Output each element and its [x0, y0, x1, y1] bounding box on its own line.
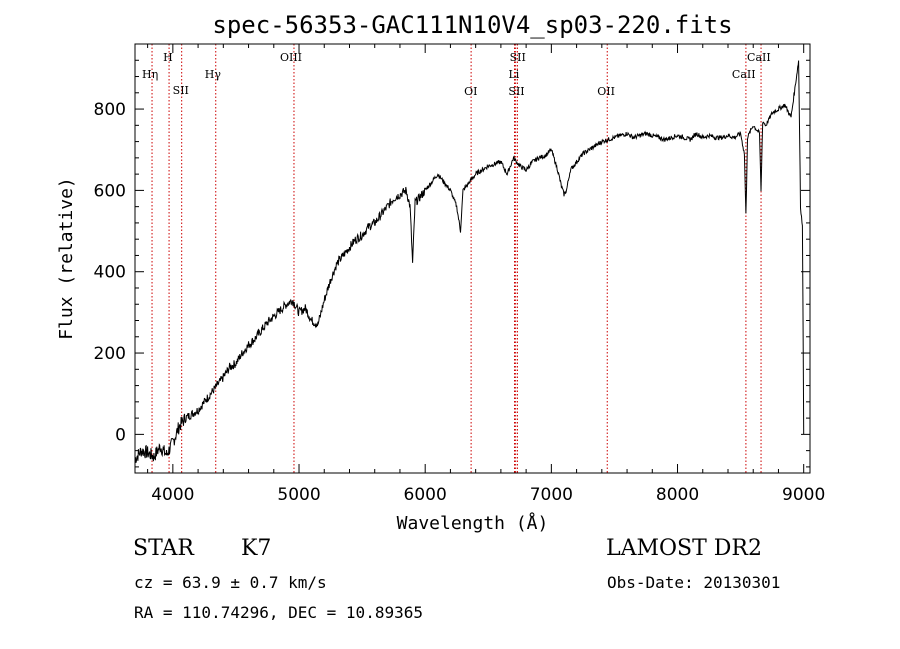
plot-frame — [134, 43, 811, 474]
x-tick-label: 7000 — [530, 485, 573, 505]
spectral-line-label: Hγ — [205, 68, 222, 81]
x-tick-label: 8000 — [656, 485, 699, 505]
spectral-line-label: CaII — [732, 68, 756, 81]
spectral-line-label: OII — [597, 85, 615, 98]
coordinates-label: RA = 110.74296, DEC = 10.89365 — [134, 603, 423, 622]
subclass-label: K7 — [241, 536, 272, 561]
y-tick-label: 0 — [115, 425, 126, 445]
y-axis-label: Flux (relative) — [56, 177, 77, 340]
spectral-line-label: OI — [464, 85, 477, 98]
x-tick-label: 9000 — [782, 485, 825, 505]
y-tick-label: 400 — [94, 263, 126, 283]
y-tick-label: 800 — [94, 100, 126, 120]
spectral-line-label: CaII — [747, 51, 771, 64]
spectrum-series-line — [134, 60, 805, 463]
y-tick-label: 200 — [94, 344, 126, 364]
redshift-label: cz = 63.9 ± 0.7 km/s — [134, 573, 327, 592]
y-tick-label: 600 — [94, 181, 126, 201]
survey-label: LAMOST DR2 — [606, 536, 762, 561]
chart-title: spec-56353-GAC111N10V4_sp03-220.fits — [212, 11, 732, 39]
spectral-line-label: Li — [509, 68, 520, 81]
object-class-label: STAR — [133, 536, 194, 561]
x-tick-label: 5000 — [277, 485, 320, 505]
x-tick-label: 4000 — [151, 485, 194, 505]
obs-date-label: Obs-Date: 20130301 — [607, 573, 781, 592]
spectral-line-label: OIII — [280, 51, 302, 64]
x-axis-label: Wavelength (Å) — [397, 512, 549, 534]
x-tick-label: 6000 — [404, 485, 447, 505]
spectral-line-label: SII — [173, 84, 189, 97]
spectral-line-label: H — [163, 51, 173, 64]
spectral-line-label: SII — [510, 51, 526, 64]
spectral-line-label: SII — [508, 85, 524, 98]
spectral-line-label: Hη — [142, 68, 158, 81]
